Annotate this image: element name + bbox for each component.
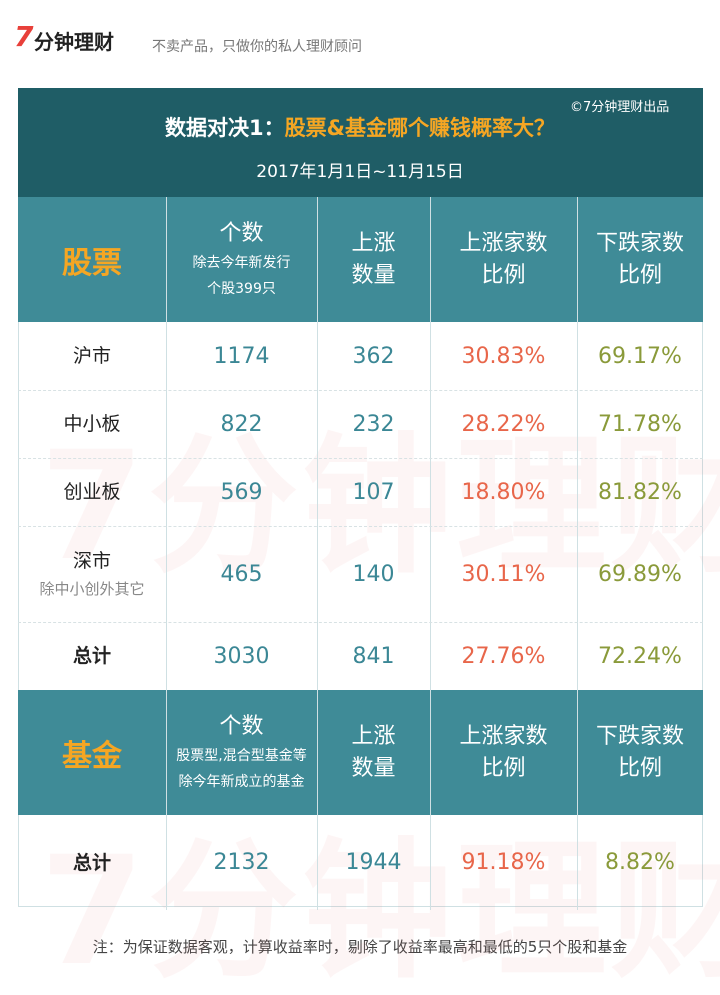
column-divider bbox=[577, 690, 578, 910]
header-line: 下跌家数 bbox=[595, 723, 684, 749]
header-line: 上涨 bbox=[351, 723, 396, 749]
row-value: 362 bbox=[352, 343, 395, 369]
credit: ©7分钟理财出品 bbox=[570, 100, 670, 115]
logo-text: 分钟理财 bbox=[34, 30, 114, 54]
row-name-cell: 深市 除中小创外其它 bbox=[18, 526, 166, 622]
section-header bbox=[18, 197, 703, 322]
row-divider bbox=[18, 622, 703, 623]
column-divider bbox=[430, 197, 431, 690]
row-value: 69.17% bbox=[598, 343, 682, 369]
column-header: 下跌家数 比例 bbox=[577, 197, 703, 322]
row-value: 465 bbox=[220, 561, 263, 587]
row-name: 总计 bbox=[72, 851, 111, 874]
section-label: 股票 bbox=[62, 245, 122, 281]
footnote: 注：为保证数据客观，计算收益率时，剔除了收益率最高和最低的5只个股和基金 bbox=[92, 938, 628, 956]
row-divider bbox=[18, 458, 703, 459]
row-value: 107 bbox=[352, 479, 395, 505]
row-value: 30.83% bbox=[461, 343, 546, 369]
section-label: 基金 bbox=[62, 738, 122, 774]
column-header: 上涨 数量 bbox=[317, 690, 430, 815]
logo-number: 7 bbox=[14, 20, 34, 53]
header-line: 上涨家数 bbox=[459, 230, 548, 256]
row-name-cell: 沪市 bbox=[18, 322, 166, 390]
date-range: 2017年1月1日~11月15日 bbox=[256, 162, 464, 182]
row-name: 创业板 bbox=[63, 481, 121, 503]
watermark: 7分钟理财 bbox=[40, 825, 720, 995]
row-value: 569 bbox=[220, 479, 263, 505]
row-value: 822 bbox=[220, 411, 263, 437]
row-value: 3030 bbox=[213, 643, 270, 669]
row-name: 沪市 bbox=[72, 345, 111, 367]
row-value: 2132 bbox=[213, 850, 270, 875]
row-value: 140 bbox=[352, 561, 395, 587]
column-divider bbox=[166, 197, 167, 690]
row-value: 72.24% bbox=[598, 643, 682, 669]
banner bbox=[18, 88, 703, 198]
header-line: 下跌家数 bbox=[595, 230, 684, 256]
row-value: 841 bbox=[352, 643, 395, 669]
row-value: 81.82% bbox=[598, 479, 682, 505]
column-header: 上涨家数 比例 bbox=[430, 197, 577, 322]
row-name-cell: 中小板 bbox=[18, 390, 166, 458]
row-value: 91.18% bbox=[461, 850, 546, 875]
column-header: 个数除去今年新发行 个股399只 bbox=[166, 197, 317, 322]
row-name-cell: 总计 bbox=[18, 622, 166, 690]
row-name: 深市 bbox=[72, 550, 111, 572]
banner-title: 数据对决1：股票&基金哪个赚钱概率大？ bbox=[0, 112, 720, 142]
header-line: 比例 bbox=[617, 755, 662, 781]
row-value: 30.11% bbox=[461, 561, 546, 587]
row-name: 总计 bbox=[72, 645, 111, 667]
row-value: 28.22% bbox=[461, 411, 546, 437]
row-name-cell: 创业板 bbox=[18, 458, 166, 526]
header-line: 上涨家数 bbox=[459, 723, 548, 749]
header-line: 比例 bbox=[481, 755, 526, 781]
row-name: 中小板 bbox=[63, 413, 121, 435]
column-header: 上涨 数量 bbox=[317, 197, 430, 322]
header-line: 个数 bbox=[219, 713, 264, 739]
column-divider bbox=[317, 690, 318, 910]
row-value: 1944 bbox=[345, 850, 402, 875]
row-divider bbox=[18, 526, 703, 527]
row-divider bbox=[18, 390, 703, 391]
row-value: 18.80% bbox=[461, 479, 546, 505]
header-line: 数量 bbox=[351, 755, 396, 781]
header-line: 比例 bbox=[617, 262, 662, 288]
row-value: 27.76% bbox=[461, 643, 546, 669]
row-value: 232 bbox=[352, 411, 395, 437]
row-name-cell: 总计 bbox=[18, 815, 166, 910]
column-divider bbox=[317, 197, 318, 690]
column-header: 个数股票型,混合型基金等 除今年新成立的基金 bbox=[166, 690, 317, 815]
column-divider bbox=[577, 197, 578, 690]
column-header: 上涨家数 比例 bbox=[430, 690, 577, 815]
column-divider bbox=[430, 690, 431, 910]
column-divider bbox=[166, 690, 167, 910]
watermark: 7分钟理财 bbox=[40, 420, 720, 594]
title-lead: 数据对决1： bbox=[165, 116, 285, 140]
header-line: 比例 bbox=[481, 262, 526, 288]
header-note: 除去今年新发行 bbox=[192, 254, 291, 271]
header-note: 个股399只 bbox=[207, 280, 276, 297]
header-note: 股票型,混合型基金等 bbox=[176, 747, 307, 764]
slogan: 不卖产品，只做你的私人理财顾问 bbox=[152, 39, 362, 55]
section-header bbox=[18, 690, 703, 815]
row-value: 1174 bbox=[213, 343, 270, 369]
header-line: 数量 bbox=[351, 262, 396, 288]
column-header: 下跌家数 比例 bbox=[577, 690, 703, 815]
header-line: 个数 bbox=[219, 220, 264, 246]
row-value: 69.89% bbox=[598, 561, 682, 587]
header-note: 除今年新成立的基金 bbox=[178, 773, 305, 790]
title-main: 股票&基金哪个赚钱概率大？ bbox=[284, 116, 555, 140]
row-value: 8.82% bbox=[605, 850, 675, 875]
header-line: 上涨 bbox=[351, 230, 396, 256]
row-value: 71.78% bbox=[598, 411, 682, 437]
row-note: 除中小创外其它 bbox=[39, 580, 145, 598]
